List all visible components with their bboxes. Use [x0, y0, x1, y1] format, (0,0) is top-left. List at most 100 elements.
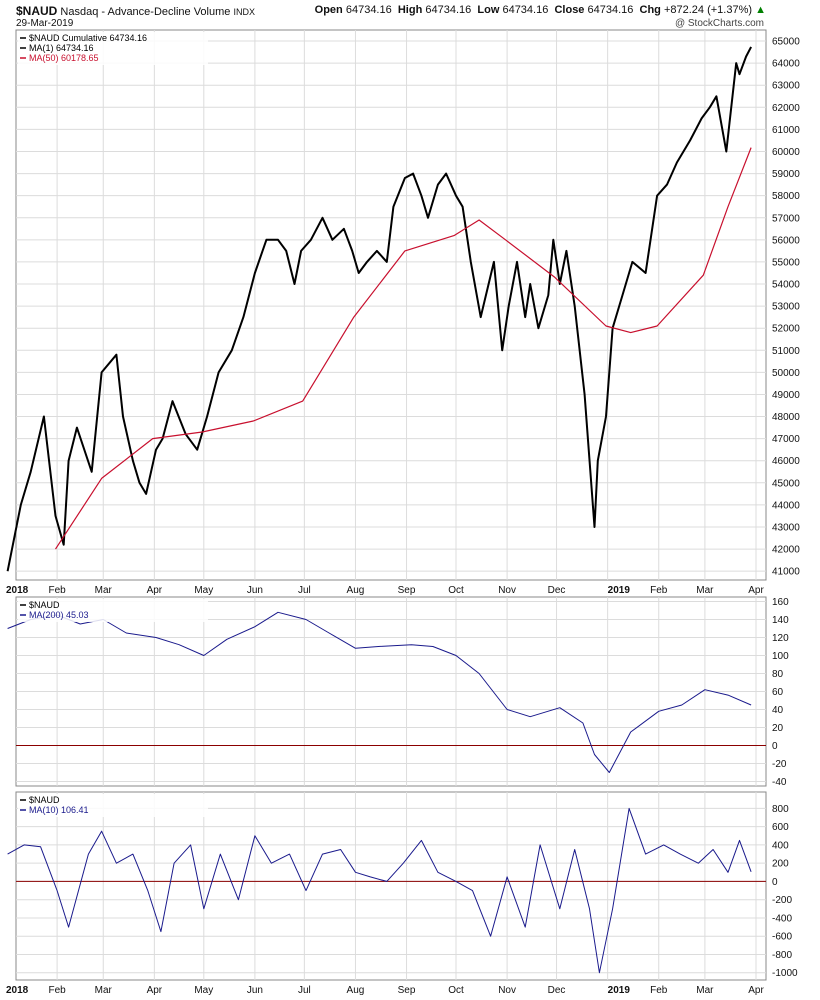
x-tick-label: Jun	[247, 985, 263, 996]
y-tick-label: 400	[772, 840, 789, 851]
low-value: 64734.16	[502, 4, 549, 16]
x-tick-label: Apr	[748, 985, 764, 996]
y-tick-label: 60000	[772, 147, 800, 158]
x-tick-label: Dec	[548, 585, 566, 596]
x-tick-label: May	[194, 585, 213, 596]
x-tick-label: Aug	[347, 585, 365, 596]
x-tick-label: 2019	[608, 985, 631, 996]
x-tick-label: Jun	[247, 585, 263, 596]
y-tick-label: 64000	[772, 59, 800, 70]
y-tick-label: 52000	[772, 324, 800, 335]
up-arrow-icon: ▲	[755, 4, 766, 16]
x-tick-label: Dec	[548, 985, 566, 996]
close-label: Close	[554, 4, 585, 16]
x-tick-label: Feb	[650, 985, 668, 996]
y-tick-label: 56000	[772, 235, 800, 246]
legend-bg	[18, 32, 208, 65]
y-tick-label: 57000	[772, 213, 800, 224]
legend-entry: MA(1) 64734.16	[29, 43, 94, 53]
panel-frame	[15, 29, 767, 581]
y-tick-label: 49000	[772, 390, 800, 401]
y-tick-label: 65000	[772, 37, 800, 48]
legend-entry: MA(50) 60178.65	[29, 53, 99, 63]
series-line-ma-200-	[7, 611, 752, 773]
y-tick-label: 41000	[772, 567, 800, 578]
legend-entry: $NAUD	[29, 795, 60, 805]
x-tick-label: Nov	[498, 585, 516, 596]
x-tick-label: Aug	[347, 985, 365, 996]
y-tick-label: -200	[772, 895, 792, 906]
chart-date: 29-Mar-2019	[16, 18, 74, 29]
y-tick-label: 53000	[772, 302, 800, 313]
y-tick-label: 51000	[772, 346, 800, 357]
watermark: @ StockCharts.com	[674, 18, 764, 29]
y-tick-label: 44000	[772, 500, 800, 511]
y-tick-label: 61000	[772, 125, 800, 136]
y-tick-label: 200	[772, 859, 789, 870]
y-tick-label: 48000	[772, 412, 800, 423]
low-label: Low	[477, 4, 500, 16]
y-tick-label: 20	[772, 723, 784, 734]
y-tick-label: 100	[772, 651, 789, 662]
y-tick-label: 46000	[772, 456, 800, 467]
x-tick-label: Feb	[650, 585, 668, 596]
symbol-label: $NAUD	[16, 4, 58, 18]
chart-header: $NAUD Nasdaq - Advance-Decline Volume IN…	[16, 4, 776, 18]
y-tick-label: 600	[772, 822, 789, 833]
y-tick-label: -40	[772, 777, 787, 788]
y-tick-label: 40	[772, 705, 784, 716]
x-tick-label: Oct	[448, 985, 464, 996]
y-tick-label: 58000	[772, 191, 800, 202]
y-tick-label: -1000	[772, 968, 798, 979]
y-tick-label: 140	[772, 615, 789, 626]
x-tick-label: Mar	[696, 585, 714, 596]
x-tick-label: 2018	[6, 585, 29, 596]
y-tick-label: 63000	[772, 81, 800, 92]
y-tick-label: -600	[772, 932, 792, 943]
y-tick-label: 59000	[772, 169, 800, 180]
y-tick-label: 80	[772, 669, 784, 680]
x-tick-label: Apr	[147, 585, 163, 596]
y-tick-label: 120	[772, 633, 789, 644]
series-line-ma-50-	[54, 147, 752, 550]
chg-label: Chg	[639, 4, 661, 16]
x-tick-label: Jul	[298, 585, 311, 596]
open-label: Open	[314, 4, 343, 16]
y-tick-label: 800	[772, 804, 789, 815]
y-tick-label: 62000	[772, 103, 800, 114]
legend-bg	[18, 794, 208, 817]
x-tick-label: Apr	[748, 585, 764, 596]
y-tick-label: 42000	[772, 545, 800, 556]
legend-bg	[18, 599, 208, 622]
y-tick-label: 160	[772, 597, 789, 608]
y-tick-label: 47000	[772, 434, 800, 445]
exchange-label: INDX	[233, 7, 255, 17]
chart-title: Nasdaq - Advance-Decline Volume	[60, 6, 231, 18]
close-value: 64734.16	[587, 4, 634, 16]
y-tick-label: 0	[772, 741, 778, 752]
y-tick-label: 60	[772, 687, 784, 698]
x-tick-label: Feb	[48, 585, 66, 596]
series-line--naud-cumulative	[6, 46, 752, 572]
y-tick-label: -800	[772, 950, 792, 961]
panel-frame	[15, 791, 767, 981]
high-label: High	[397, 4, 423, 16]
x-tick-label: Sep	[398, 985, 416, 996]
series-line-ma-10-	[7, 807, 752, 974]
y-tick-label: -20	[772, 759, 787, 770]
x-tick-label: Nov	[498, 985, 516, 996]
x-tick-label: May	[194, 985, 213, 996]
chg-value: +872.24 (+1.37%)	[663, 4, 753, 16]
legend-entry: $NAUD	[29, 600, 60, 610]
ohlc-readout: Open 64734.16 High 64734.16 Low 64734.16…	[315, 4, 766, 16]
y-tick-label: 45000	[772, 478, 800, 489]
y-tick-label: 0	[772, 877, 778, 888]
legend-entry: $NAUD Cumulative 64734.16	[29, 33, 147, 43]
x-tick-label: Oct	[448, 585, 464, 596]
open-value: 64734.16	[345, 4, 392, 16]
x-tick-label: Sep	[398, 585, 416, 596]
x-tick-label: Feb	[48, 985, 66, 996]
